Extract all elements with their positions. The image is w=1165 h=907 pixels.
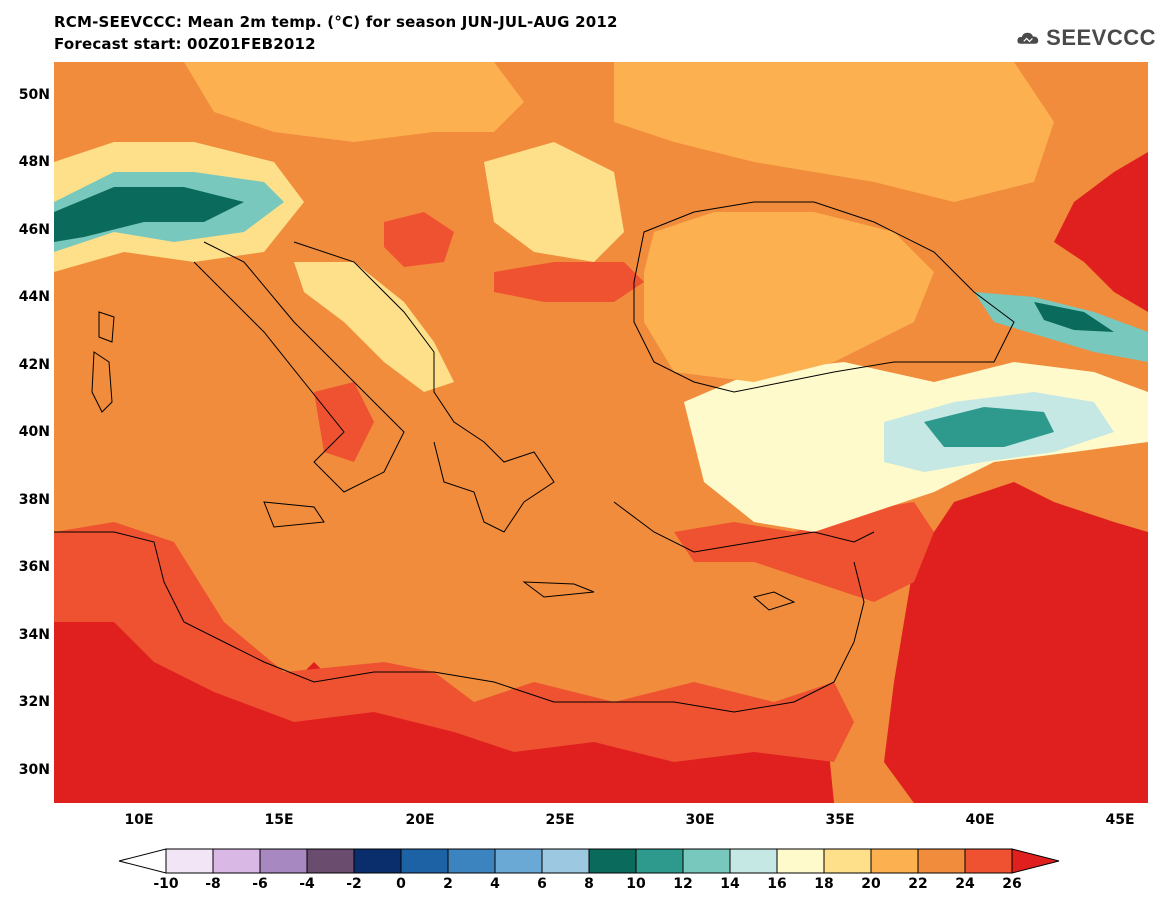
cool-region-carpathians — [484, 142, 624, 262]
lat-label: 44N — [18, 289, 50, 305]
colorbar-label: 10 — [626, 876, 646, 892]
colorbar-swatch — [447, 848, 496, 874]
colorbar-label: 20 — [861, 876, 881, 892]
lat-label: 30N — [18, 762, 50, 778]
chart-subtitle: Forecast start: 00Z01FEB2012 — [54, 35, 316, 53]
colorbar-label: -10 — [153, 876, 179, 892]
lat-label: 38N — [18, 492, 50, 508]
colorbar-swatch — [259, 848, 308, 874]
lon-label: 10E — [124, 812, 154, 828]
colorbar-swatch — [400, 848, 449, 874]
lat-label: 46N — [18, 222, 50, 238]
colorbar-swatch — [682, 848, 731, 874]
lat-label: 42N — [18, 357, 50, 373]
colorbar-label: 26 — [1002, 876, 1022, 892]
colorbar-label: -4 — [299, 876, 315, 892]
chart-title: RCM-SEEVCCC: Mean 2m temp. (°C) for seas… — [54, 13, 618, 31]
lat-label: 36N — [18, 559, 50, 575]
lat-label: 32N — [18, 694, 50, 710]
colorbar-label: 24 — [955, 876, 975, 892]
colorbar-label: -2 — [346, 876, 362, 892]
colorbar-swatch — [306, 848, 355, 874]
warm-region-central-europe — [184, 62, 524, 142]
warm-patch-italy-south — [314, 382, 374, 462]
colorbar-label: 4 — [490, 876, 500, 892]
colorbar-swatch — [823, 848, 872, 874]
colorbar-label: 6 — [537, 876, 547, 892]
lon-label: 25E — [545, 812, 575, 828]
lon-label: 45E — [1105, 812, 1135, 828]
warm-region-ukraine — [614, 62, 1054, 202]
lon-label: 35E — [825, 812, 855, 828]
colorbar-label: 14 — [720, 876, 740, 892]
colorbar-swatch — [212, 848, 261, 874]
cold-region-caucasus — [974, 292, 1148, 362]
colorbar-label: -6 — [252, 876, 268, 892]
colorbar-label: 18 — [814, 876, 834, 892]
cloud-icon — [1017, 32, 1039, 44]
colorbar-over-triangle — [1011, 848, 1060, 874]
lon-label: 15E — [264, 812, 294, 828]
lat-label: 34N — [18, 627, 50, 643]
lat-label: 50N — [18, 87, 50, 103]
colder-region-caucasus — [1034, 302, 1114, 332]
colorbar-swatch — [541, 848, 590, 874]
lat-label: 48N — [18, 154, 50, 170]
colorbar-swatch — [870, 848, 919, 874]
colorbar — [118, 848, 1060, 874]
colorbar-swatch — [635, 848, 684, 874]
colder-region-anatolia — [924, 407, 1054, 447]
logo-text: SEEVCCC — [1046, 25, 1156, 50]
colorbar-label: 2 — [443, 876, 453, 892]
colorbar-label: -8 — [205, 876, 221, 892]
colorbar-swatch — [917, 848, 966, 874]
colorbar-swatch — [494, 848, 543, 874]
colorbar-label: 12 — [673, 876, 693, 892]
warm-region-black-sea — [644, 212, 934, 382]
coastlines — [54, 201, 1015, 713]
colorbar-swatch — [729, 848, 778, 874]
colorbar-under-triangle — [118, 848, 167, 874]
colorbar-label: 8 — [584, 876, 594, 892]
hot-region-middle-east — [884, 482, 1148, 803]
colorbar-swatch — [353, 848, 402, 874]
cool-region-dinaric — [294, 262, 454, 392]
colorbar-swatch — [588, 848, 637, 874]
hot-region-east-anatolia — [1054, 152, 1148, 312]
lon-label: 40E — [965, 812, 995, 828]
map-svg — [54, 62, 1148, 803]
colorbar-swatch — [964, 848, 1013, 874]
warm-patch-pannonia — [384, 212, 454, 267]
lat-label: 40N — [18, 424, 50, 440]
colder-region-alps — [54, 187, 244, 242]
warm-region-south-anatolia — [674, 502, 934, 602]
temperature-map — [54, 62, 1148, 803]
lon-label: 30E — [685, 812, 715, 828]
lon-label: 20E — [405, 812, 435, 828]
colorbar-label: 0 — [396, 876, 406, 892]
colorbar-label: 22 — [908, 876, 928, 892]
seevccc-logo: SEEVCCC — [1016, 20, 1156, 56]
colorbar-swatch — [165, 848, 214, 874]
warm-patch-danube — [494, 262, 644, 302]
colorbar-swatch — [776, 848, 825, 874]
colorbar-label: 16 — [767, 876, 787, 892]
